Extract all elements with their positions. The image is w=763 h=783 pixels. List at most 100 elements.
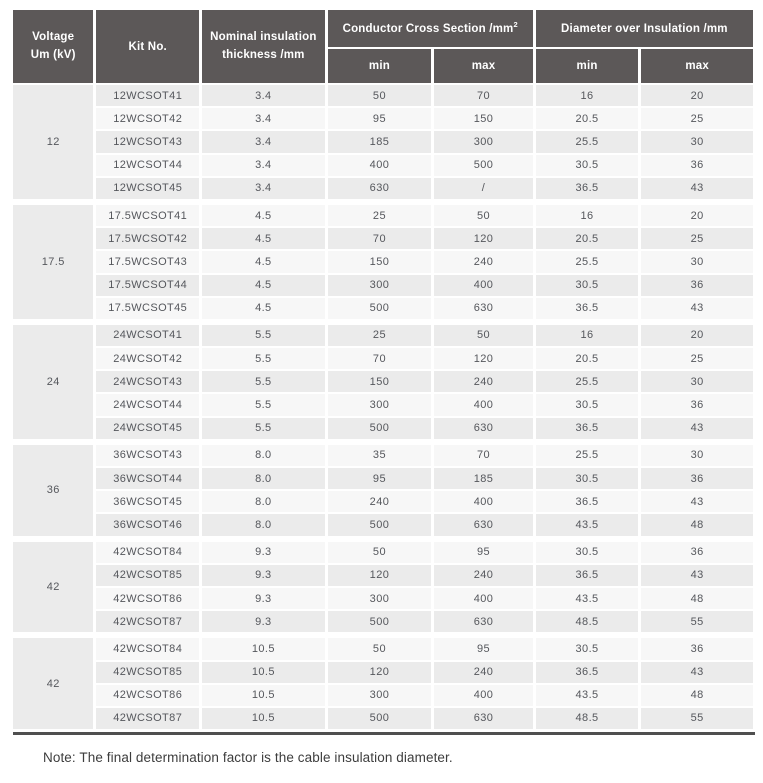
ccs-max-cell: 240 — [434, 564, 533, 586]
ccs-max-cell: 630 — [434, 297, 533, 319]
table-row: 42WCSOT86 10.5 300 400 43.5 48 — [13, 684, 753, 706]
doi-max-cell: 25 — [641, 108, 753, 130]
ccs-min-cell: 300 — [327, 684, 432, 706]
ccs-min-cell: 300 — [327, 587, 432, 610]
table-row: 36WCSOT46 8.0 500 630 43.5 48 — [13, 514, 753, 536]
doi-min-cell: 25.5 — [535, 371, 639, 393]
ccs-min-cell: 400 — [327, 154, 432, 176]
kit-no-cell: 24WCSOT41 — [96, 324, 199, 347]
thickness-cell: 4.5 — [202, 204, 325, 227]
ccs-min-cell: 300 — [327, 274, 432, 296]
doi-max-cell: 43 — [641, 297, 753, 319]
doi-max-cell: 43 — [641, 491, 753, 513]
kit-no-cell: 24WCSOT43 — [96, 371, 199, 393]
doi-max-cell: 36 — [641, 468, 753, 490]
table-row: 42WCSOT85 9.3 120 240 36.5 43 — [13, 564, 753, 586]
ccs-max-cell: 95 — [434, 541, 533, 563]
doi-max-cell: 36 — [641, 394, 753, 416]
doi-max-cell: 43 — [641, 564, 753, 586]
ccs-max-cell: 630 — [434, 707, 533, 730]
ccs-max-cell: 300 — [434, 131, 533, 153]
kit-no-cell: 36WCSOT45 — [96, 491, 199, 513]
doi-max-cell: 36 — [641, 154, 753, 176]
ccs-max-cell: 630 — [434, 417, 533, 439]
doi-min-cell: 36.5 — [535, 297, 639, 319]
group-separator — [13, 634, 753, 636]
kit-no-cell: 42WCSOT85 — [96, 661, 199, 683]
ccs-min-cell: 120 — [327, 661, 432, 683]
table-row: 17.5WCSOT42 4.5 70 120 20.5 25 — [13, 228, 753, 250]
col-group-conductor-cross-section: Conductor Cross Section /mm2 — [327, 10, 533, 47]
ccs-max-cell: 95 — [434, 638, 533, 660]
col-header-ccs-max: max — [434, 49, 533, 83]
doi-min-cell: 16 — [535, 85, 639, 107]
doi-min-cell: 30.5 — [535, 468, 639, 490]
doi-min-cell: 20.5 — [535, 108, 639, 130]
col-header-voltage: Voltage Um (kV) — [13, 10, 94, 83]
col-header-doi-min: min — [535, 49, 639, 83]
kit-no-cell: 42WCSOT84 — [96, 541, 199, 563]
doi-min-cell: 30.5 — [535, 394, 639, 416]
ccs-min-cell: 120 — [327, 564, 432, 586]
thickness-cell: 5.5 — [202, 324, 325, 347]
doi-max-cell: 30 — [641, 371, 753, 393]
doi-min-cell: 43.5 — [535, 587, 639, 610]
ccs-max-cell: 500 — [434, 154, 533, 176]
doi-max-cell: 25 — [641, 228, 753, 250]
ccs-max-cell: 400 — [434, 274, 533, 296]
doi-min-cell: 25.5 — [535, 251, 639, 273]
doi-min-cell: 36.5 — [535, 417, 639, 439]
thickness-cell: 3.4 — [202, 131, 325, 153]
kit-no-cell: 17.5WCSOT44 — [96, 274, 199, 296]
kit-spec-table: Voltage Um (kV) Kit No. Nominal insulati… — [10, 8, 756, 731]
doi-min-cell: 48.5 — [535, 611, 639, 633]
ccs-max-cell: 400 — [434, 394, 533, 416]
doi-min-cell: 30.5 — [535, 638, 639, 660]
ccs-min-cell: 35 — [327, 444, 432, 466]
thickness-cell: 3.4 — [202, 85, 325, 107]
table-row: 42WCSOT85 10.5 120 240 36.5 43 — [13, 661, 753, 683]
ccs-max-cell: 400 — [434, 491, 533, 513]
doi-min-cell: 43.5 — [535, 514, 639, 536]
doi-max-cell: 55 — [641, 611, 753, 633]
doi-max-cell: 43 — [641, 177, 753, 199]
thickness-cell: 5.5 — [202, 417, 325, 439]
kit-no-cell: 17.5WCSOT45 — [96, 297, 199, 319]
kit-no-cell: 17.5WCSOT42 — [96, 228, 199, 250]
table-row: 36WCSOT44 8.0 95 185 30.5 36 — [13, 468, 753, 490]
col-header-ccs-min: min — [327, 49, 432, 83]
ccs-min-cell: 500 — [327, 514, 432, 536]
thickness-cell: 3.4 — [202, 177, 325, 199]
kit-no-cell: 36WCSOT46 — [96, 514, 199, 536]
doi-min-cell: 30.5 — [535, 274, 639, 296]
ccs-max-cell: 70 — [434, 444, 533, 466]
kit-no-cell: 12WCSOT44 — [96, 154, 199, 176]
ccs-min-cell: 500 — [327, 707, 432, 730]
ccs-min-cell: 630 — [327, 177, 432, 199]
ccs-max-cell: 50 — [434, 324, 533, 347]
doi-min-cell: 43.5 — [535, 684, 639, 706]
kit-no-cell: 12WCSOT41 — [96, 85, 199, 107]
table-row: 36WCSOT45 8.0 240 400 36.5 43 — [13, 491, 753, 513]
kit-no-cell: 24WCSOT42 — [96, 348, 199, 370]
thickness-cell: 8.0 — [202, 444, 325, 466]
table-header: Voltage Um (kV) Kit No. Nominal insulati… — [13, 10, 753, 83]
group-separator — [13, 441, 753, 443]
doi-min-cell: 16 — [535, 324, 639, 347]
thickness-cell: 9.3 — [202, 564, 325, 586]
ccs-max-cell: 240 — [434, 661, 533, 683]
ccs-max-cell: 150 — [434, 108, 533, 130]
col-header-kit-no: Kit No. — [96, 10, 199, 83]
thickness-cell: 5.5 — [202, 348, 325, 370]
thickness-cell: 10.5 — [202, 661, 325, 683]
doi-max-cell: 20 — [641, 85, 753, 107]
doi-max-cell: 48 — [641, 587, 753, 610]
ccs-min-cell: 150 — [327, 251, 432, 273]
voltage-group-cell: 42 — [13, 638, 94, 730]
squared-superscript: 2 — [513, 19, 518, 29]
doi-max-cell: 20 — [641, 324, 753, 347]
kit-no-cell: 12WCSOT45 — [96, 177, 199, 199]
ccs-min-cell: 500 — [327, 417, 432, 439]
doi-max-cell: 55 — [641, 707, 753, 730]
col-header-voltage-label: Voltage Um (kV) — [30, 30, 76, 61]
